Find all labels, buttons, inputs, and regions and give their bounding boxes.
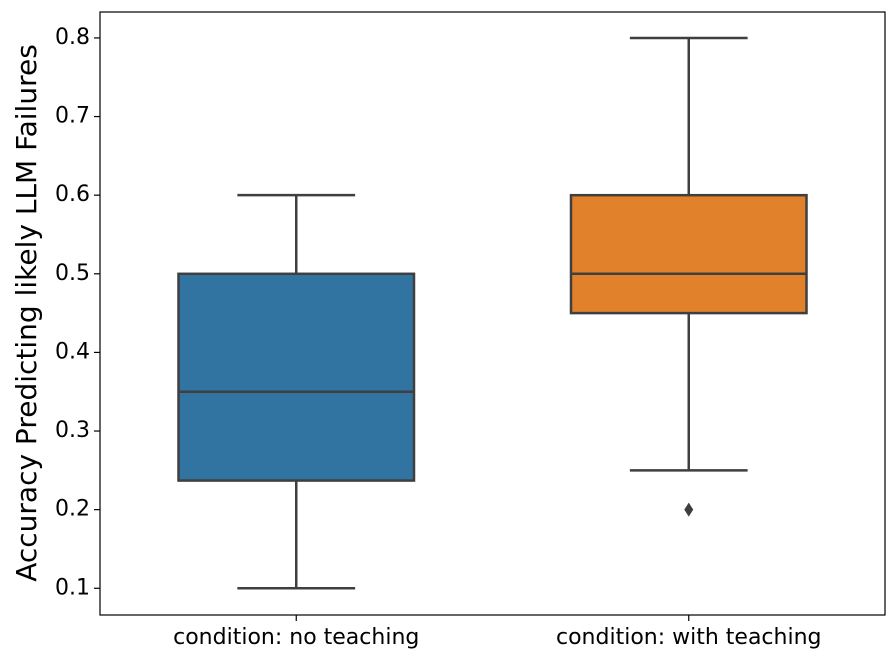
y-tick-label: 0.6 xyxy=(55,182,90,207)
y-tick-label: 0.5 xyxy=(55,261,90,286)
y-tick-label: 0.7 xyxy=(55,104,90,129)
y-axis-label: Accuracy Predicting likely LLM Failures xyxy=(10,44,43,582)
y-tick-label: 0.8 xyxy=(55,25,90,50)
box xyxy=(569,193,808,315)
box xyxy=(177,272,416,482)
y-tick-label: 0.2 xyxy=(55,497,90,522)
y-tick-label: 0.3 xyxy=(55,418,90,443)
outlier xyxy=(684,502,694,517)
plot-frame xyxy=(99,11,886,616)
y-tick-label: 0.1 xyxy=(55,575,90,600)
y-tick-label: 0.4 xyxy=(55,339,90,364)
x-tick-label: condition: no teaching xyxy=(173,625,419,650)
x-tick-label: condition: with teaching xyxy=(556,625,822,650)
